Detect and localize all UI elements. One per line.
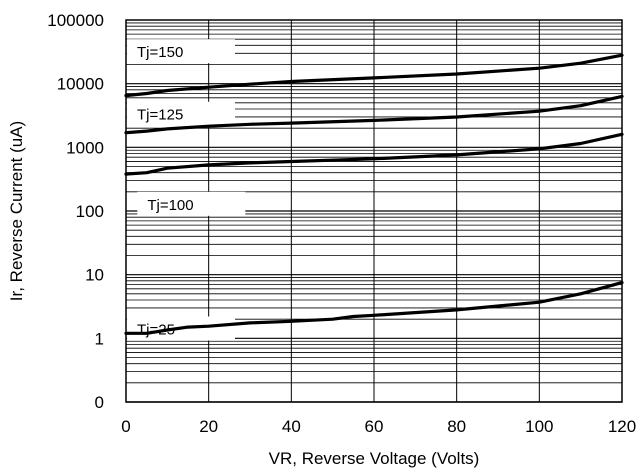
series-line-tj-100 xyxy=(124,132,624,176)
y-tick-label: 1000 xyxy=(66,138,104,157)
series-line-tj-25 xyxy=(124,281,624,335)
curve-label: Tj=150 xyxy=(137,44,183,61)
curve-label: Tj=100 xyxy=(147,197,193,214)
curve-label-backgrounds xyxy=(127,39,246,341)
plot-frame xyxy=(125,19,623,403)
curve-label-background xyxy=(127,101,235,126)
x-tick-label: 40 xyxy=(282,417,301,436)
y-tick-label: 0 xyxy=(95,393,104,412)
series-line-tj-150 xyxy=(124,53,624,98)
curve-labels: Tj=150 Tj=125 Tj=100 Tj=25 xyxy=(137,44,194,338)
series-line-tj-125 xyxy=(124,94,624,135)
y-tick-label: 1 xyxy=(95,329,104,348)
curve-label: Tj=125 xyxy=(137,107,183,124)
x-tick-label: 20 xyxy=(199,417,218,436)
curve-label: Tj=25 xyxy=(137,322,175,339)
y-tick-label: 100000 xyxy=(47,11,104,30)
y-tick-label: 10000 xyxy=(57,75,104,94)
curve-label-background xyxy=(137,191,246,216)
y-tick-labels: 0 1 10 100 1000 10000 100000 xyxy=(47,11,104,412)
y-tick-label: 10 xyxy=(85,266,104,285)
x-axis-title: VR, Reverse Voltage (Volts) xyxy=(269,449,480,468)
y-tick-label: 100 xyxy=(76,202,104,221)
y-axis-title: Ir, Reverse Current (uA) xyxy=(7,121,26,301)
x-tick-label: 0 xyxy=(121,417,130,436)
x-tick-labels: 0 20 40 60 80 100 120 xyxy=(121,417,636,436)
x-tick-label: 120 xyxy=(608,417,636,436)
series-lines xyxy=(124,53,624,335)
x-tick-label: 100 xyxy=(525,417,553,436)
x-tick-label: 60 xyxy=(365,417,384,436)
curve-label-background xyxy=(127,39,235,64)
x-tick-label: 80 xyxy=(447,417,466,436)
